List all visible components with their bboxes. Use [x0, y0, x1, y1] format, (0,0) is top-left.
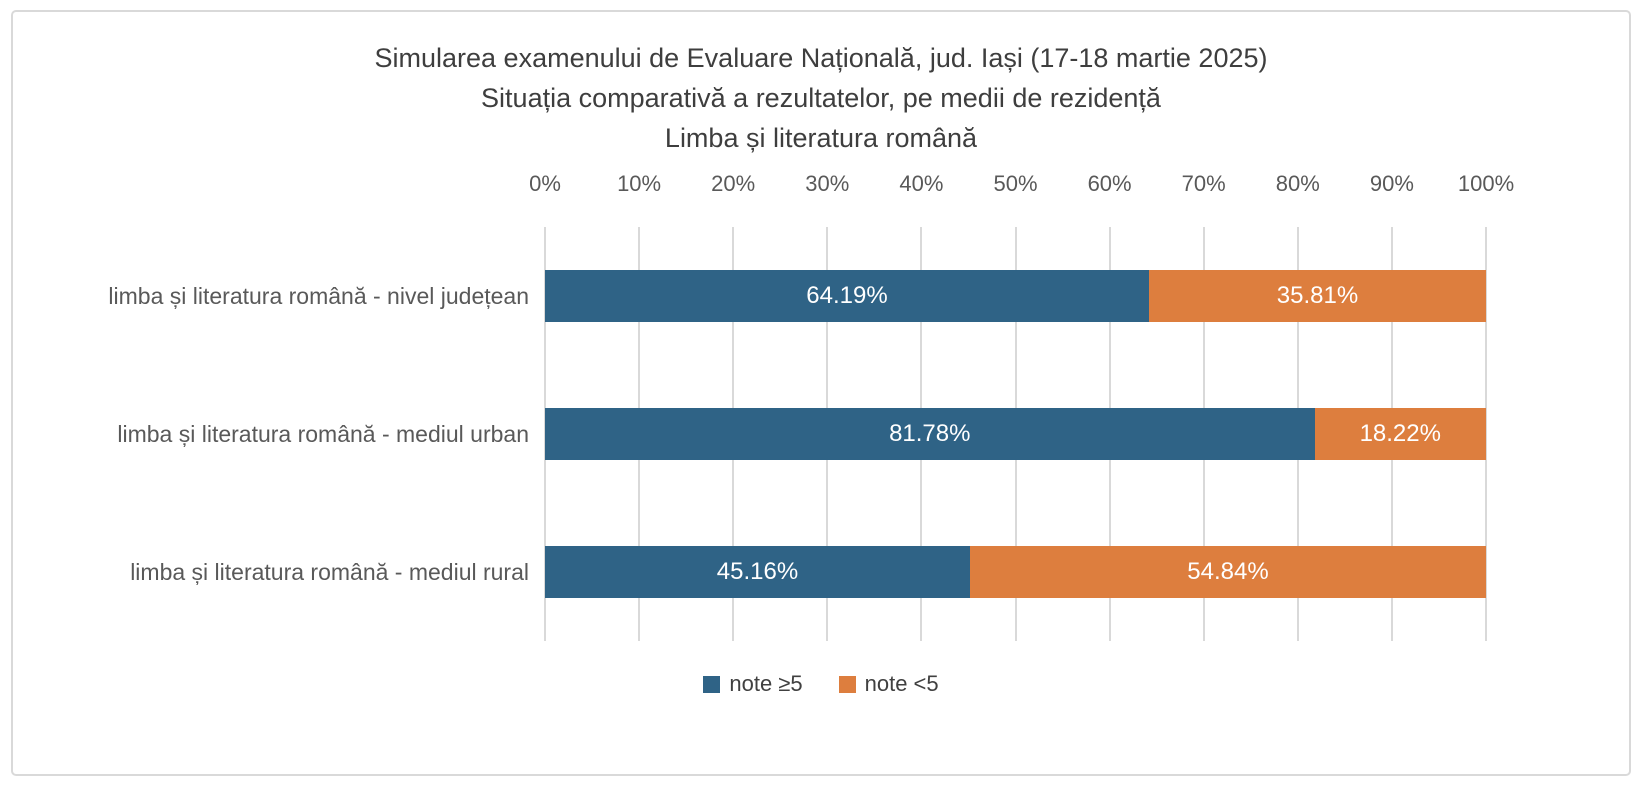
chart-frame: Simularea examenului de Evaluare Naționa…	[11, 10, 1631, 776]
bar-row: 81.78% 18.22%	[545, 365, 1486, 503]
x-axis-tick: 10%	[617, 171, 662, 196]
category-labels: limba și literatura română - nivel județ…	[13, 227, 545, 641]
stacked-bar: 64.19% 35.81%	[545, 270, 1486, 322]
bar-segment: 54.84%	[969, 546, 1486, 598]
x-axis-tick: 60%	[1087, 171, 1132, 196]
chart-title-line-2: Situația comparativă a rezultatelor, pe …	[481, 83, 1161, 113]
legend-swatch	[703, 675, 721, 693]
bar-segment: 64.19%	[545, 270, 1150, 322]
x-axis-tick: 30%	[805, 171, 850, 196]
x-axis-tick: 70%	[1181, 171, 1226, 196]
x-axis-tick: 80%	[1275, 171, 1320, 196]
x-axis-tick: 100%	[1457, 171, 1515, 196]
legend-item: note ≥5	[703, 671, 803, 697]
legend: note ≥5 note <5	[13, 671, 1629, 697]
data-label: 81.78%	[889, 420, 971, 447]
bar-rows: 64.19% 35.81% 81.78% 18.22% 45.16% 54.84%	[545, 227, 1486, 641]
legend-item: note <5	[838, 671, 939, 697]
category-label: limba și literatura română - mediul urba…	[117, 420, 529, 447]
bar-segment: 81.78%	[545, 408, 1315, 460]
x-axis-tick: 0%	[529, 171, 561, 196]
data-label: 54.84%	[1187, 558, 1269, 585]
category-label: limba și literatura română - nivel județ…	[108, 282, 529, 309]
axis-left-spacer	[13, 171, 545, 199]
legend-label: note <5	[864, 671, 939, 696]
x-axis-row: 0% 10% 20% 30% 40% 50% 60% 70% 80% 90% 100%	[13, 171, 1629, 199]
x-axis-tick: 40%	[899, 171, 944, 196]
category-label: limba și literatura română - mediul rura…	[130, 558, 529, 585]
x-axis-tick: 50%	[993, 171, 1038, 196]
stacked-bar: 45.16% 54.84%	[545, 546, 1486, 598]
x-axis-tick: 90%	[1369, 171, 1414, 196]
chart-title: Simularea examenului de Evaluare Naționa…	[13, 38, 1629, 158]
legend-label: note ≥5	[729, 671, 803, 696]
data-label: 64.19%	[806, 282, 888, 309]
legend-swatch	[838, 675, 856, 693]
data-label: 45.16%	[716, 558, 799, 585]
bar-row: 64.19% 35.81%	[545, 227, 1486, 365]
x-axis: 0% 10% 20% 30% 40% 50% 60% 70% 80% 90% 100%	[529, 171, 1514, 199]
data-label: 35.81%	[1276, 282, 1359, 309]
bar-row: 45.16% 54.84%	[545, 503, 1486, 641]
gridline	[1485, 227, 1487, 641]
plot-row: limba și literatura română - nivel județ…	[13, 227, 1629, 641]
bar-segment: 18.22%	[1314, 408, 1486, 460]
data-label: 18.22%	[1359, 420, 1441, 447]
chart-title-line-1: Simularea examenului de Evaluare Naționa…	[374, 43, 1268, 73]
bar-segment: 35.81%	[1149, 270, 1486, 322]
plot-area: 64.19% 35.81% 81.78% 18.22% 45.16% 54.84%	[544, 227, 1487, 641]
chart-title-line-3: Limba și literatura română	[664, 123, 978, 153]
stacked-bar: 81.78% 18.22%	[545, 408, 1486, 460]
x-axis-tick: 20%	[711, 171, 756, 196]
bar-segment: 45.16%	[545, 546, 970, 598]
